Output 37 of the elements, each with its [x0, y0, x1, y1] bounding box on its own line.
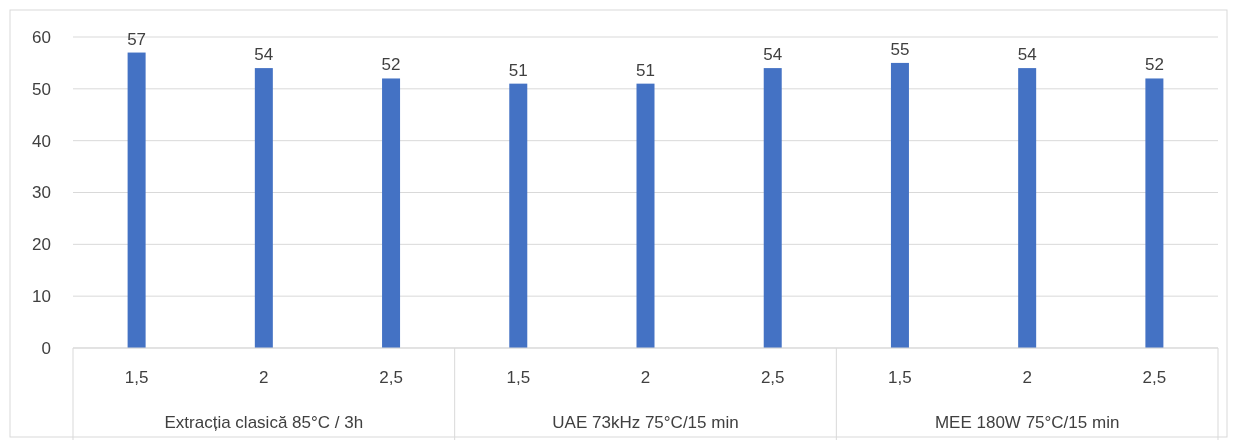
y-tick-label: 60 — [32, 27, 51, 47]
x-tick-label: 1,5 — [506, 368, 531, 387]
data-label: 55 — [890, 39, 910, 59]
data-label: 52 — [1144, 55, 1164, 75]
bar — [254, 68, 273, 348]
x-tick-label: 2 — [259, 368, 269, 387]
y-tick-label: 20 — [32, 235, 51, 255]
y-tick-label: 0 — [41, 338, 51, 358]
data-label: 54 — [1017, 45, 1037, 65]
bar — [763, 68, 782, 348]
text: UAE 73kHz 75°C/15 min — [552, 413, 739, 432]
text: MEE 180W 75°C/15 min — [934, 413, 1120, 432]
x-tick-label: 2,5 — [760, 368, 785, 387]
bar — [1145, 78, 1164, 348]
x-tick-label: 2 — [1022, 368, 1032, 387]
x-tick-label: 1,5 — [888, 368, 912, 387]
bar — [890, 62, 909, 348]
bar — [127, 52, 146, 348]
data-label: 51 — [636, 60, 655, 80]
x-tick-label: 2,5 — [379, 368, 403, 387]
text: Extracția clasică 85°C / 3h — [164, 413, 364, 432]
bar — [509, 83, 528, 348]
y-tick-label: 10 — [32, 287, 51, 307]
data-label: 54 — [254, 45, 274, 65]
data-label: 51 — [508, 60, 528, 80]
x-tick-label: 2 — [640, 368, 651, 387]
bar — [1018, 68, 1037, 348]
bar — [636, 83, 655, 348]
bar — [382, 78, 401, 348]
data-label: 57 — [127, 29, 147, 49]
y-tick-label: 40 — [32, 131, 51, 151]
y-tick-label: 30 — [32, 183, 51, 203]
y-tick-label: 50 — [32, 79, 51, 99]
data-label: 54 — [763, 45, 783, 65]
x-tick-label: 2,5 — [1142, 368, 1167, 387]
data-label: 52 — [381, 55, 401, 75]
x-tick-label: 1,5 — [124, 368, 149, 387]
